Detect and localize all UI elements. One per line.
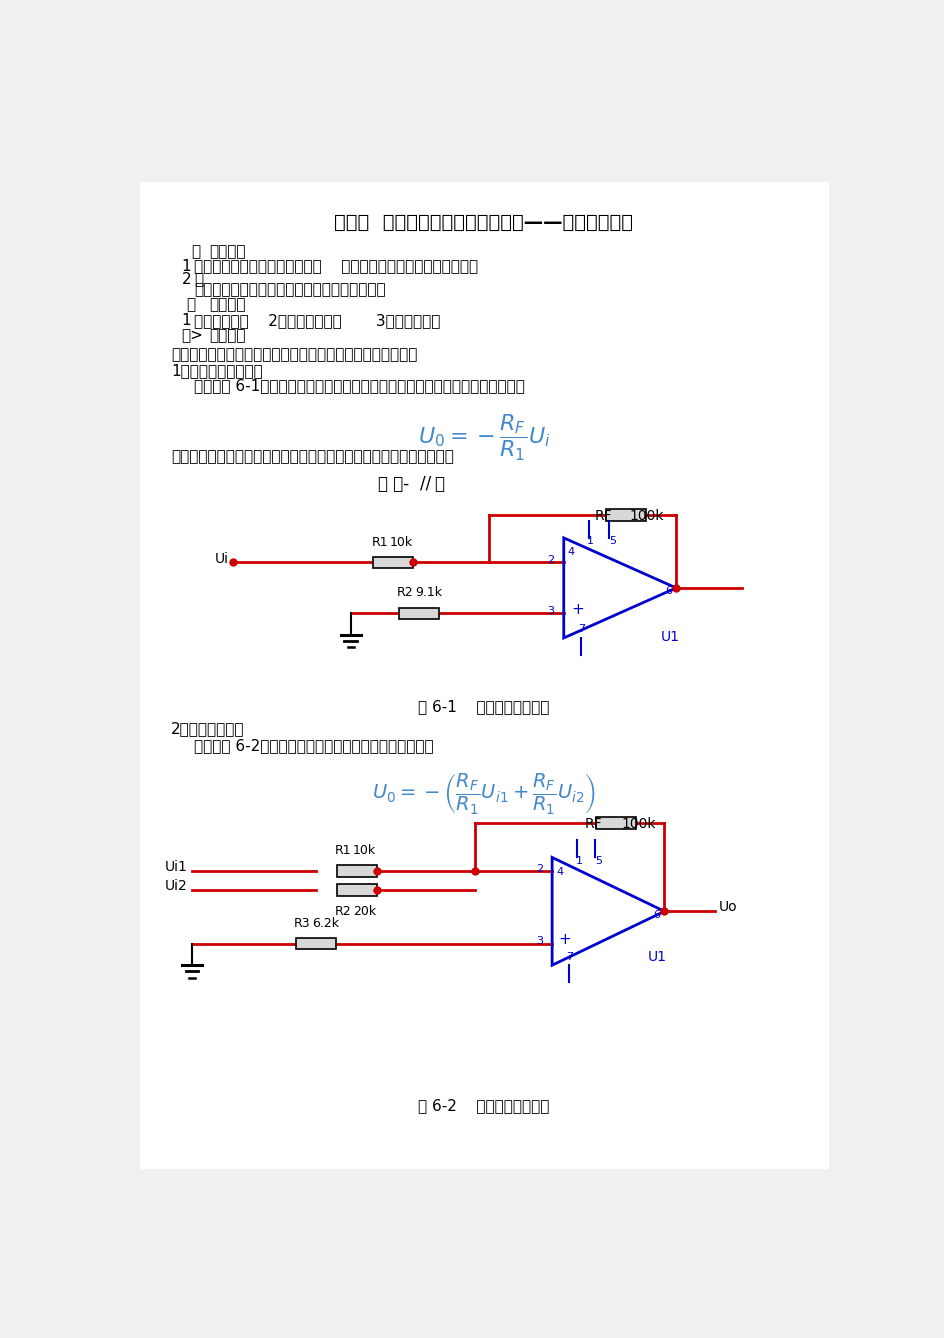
Text: RF: RF: [594, 508, 612, 523]
Text: Uo: Uo: [718, 900, 736, 914]
Text: 双踪示波器；    2、数字万用表；       3、信号发生器: 双踪示波器； 2、数字万用表； 3、信号发生器: [194, 313, 440, 328]
Text: 1）反相比例运算电路: 1）反相比例运算电路: [171, 363, 262, 379]
Text: R1: R1: [371, 535, 388, 549]
FancyBboxPatch shape: [336, 866, 377, 876]
Text: 1: 1: [575, 856, 582, 866]
Text: U1: U1: [660, 630, 679, 645]
Text: 电路如图 6-2所示，输出电压与输入电压之间的关系为：: 电路如图 6-2所示，输出电压与输入电压之间的关系为：: [194, 739, 433, 753]
Text: 电路如图 6-1所示。对于理想运放，该电路的输出电压与输入电压之间的关系为: 电路如图 6-1所示。对于理想运放，该电路的输出电压与输入电压之间的关系为: [194, 379, 525, 393]
Text: 料 扎-: 料 扎-: [378, 475, 409, 492]
Text: 3: 3: [547, 606, 554, 615]
Text: 10k: 10k: [389, 535, 413, 549]
Text: 5: 5: [594, 856, 601, 866]
Text: $U_0 = -\dfrac{R_F}{R_1}U_i$: $U_0 = -\dfrac{R_F}{R_1}U_i$: [417, 413, 549, 463]
Text: R2: R2: [335, 904, 351, 918]
Text: 100k: 100k: [621, 816, 656, 831]
FancyBboxPatch shape: [595, 818, 635, 828]
FancyBboxPatch shape: [605, 508, 645, 520]
Text: U1: U1: [647, 950, 666, 963]
Text: 了解运算放大器在实际应用时应考虑的有些问题: 了解运算放大器在实际应用时应考虑的有些问题: [194, 282, 385, 297]
Text: //: //: [420, 475, 431, 492]
Text: 1: 1: [586, 537, 594, 546]
Text: 6: 6: [653, 910, 660, 919]
Text: 6.2k: 6.2k: [312, 917, 339, 930]
Text: 例: 例: [194, 272, 203, 288]
Text: $U_0 = -\left(\dfrac{R_F}{R_1}U_{i1} + \dfrac{R_F}{R_1}U_{i2}\right)$: $U_0 = -\left(\dfrac{R_F}{R_1}U_{i1} + \…: [372, 771, 596, 816]
Text: R2: R2: [396, 586, 413, 599]
Text: 7: 7: [565, 953, 573, 962]
Text: 9.1k: 9.1k: [414, 586, 442, 599]
Text: 实验原理: 实验原理: [210, 328, 245, 344]
Text: 6: 6: [665, 586, 671, 597]
Text: 三>: 三>: [181, 328, 203, 344]
Text: 4: 4: [567, 547, 574, 557]
FancyBboxPatch shape: [140, 182, 828, 1169]
Text: +: +: [571, 602, 583, 617]
Text: 2: 2: [181, 272, 191, 288]
Text: 、: 、: [186, 297, 195, 313]
Text: 图 6-1    反相比例运算电路: 图 6-1 反相比例运算电路: [418, 700, 549, 714]
Text: 实验目的: 实验目的: [210, 244, 245, 258]
Text: 4: 4: [555, 867, 563, 876]
Text: 10k: 10k: [352, 844, 376, 858]
Text: 2: 2: [547, 555, 554, 565]
Text: 为减小输入级偏置电流引起的运算误差，在同相输入端应接入平衡电阻: 为减小输入级偏置电流引起的运算误差，在同相输入端应接入平衡电阻: [171, 450, 453, 464]
FancyBboxPatch shape: [295, 938, 335, 950]
Text: Ui2: Ui2: [165, 879, 188, 892]
Text: 20k: 20k: [352, 904, 376, 918]
Text: R3: R3: [294, 917, 311, 930]
Text: 实验六  集成运算放大器的基本应用——模拟运算电路: 实验六 集成运算放大器的基本应用——模拟运算电路: [334, 213, 632, 231]
Text: 5: 5: [608, 537, 615, 546]
Text: 。: 。: [434, 475, 444, 492]
Text: R1: R1: [335, 844, 351, 858]
Text: 图 6-2    反相加法运算电路: 图 6-2 反相加法运算电路: [418, 1098, 549, 1113]
Text: Ui1: Ui1: [165, 860, 188, 875]
Text: Ui: Ui: [214, 551, 228, 566]
Text: +: +: [558, 933, 570, 947]
Text: 研究有集成运算放大器组成的比    加法和减法等基本运算电路的功能: 研究有集成运算放大器组成的比 加法和减法等基本运算电路的功能: [194, 260, 478, 274]
Text: 1: 1: [181, 260, 191, 274]
Text: 在线性应用方面，可组成比例、加法、减去的模拟运算电路。: 在线性应用方面，可组成比例、加法、减去的模拟运算电路。: [171, 347, 416, 361]
Text: 1: 1: [181, 313, 191, 328]
Text: RF: RF: [584, 816, 601, 831]
FancyBboxPatch shape: [373, 557, 413, 569]
Text: 、: 、: [192, 244, 201, 258]
FancyBboxPatch shape: [398, 607, 439, 619]
Text: 3: 3: [535, 937, 542, 946]
Text: 2）反相加法电路: 2）反相加法电路: [171, 721, 244, 736]
FancyBboxPatch shape: [336, 884, 377, 895]
Text: 7: 7: [577, 624, 584, 634]
Text: 100k: 100k: [629, 508, 664, 523]
Text: 2: 2: [535, 864, 542, 874]
Text: 实验仪器: 实验仪器: [210, 297, 245, 313]
